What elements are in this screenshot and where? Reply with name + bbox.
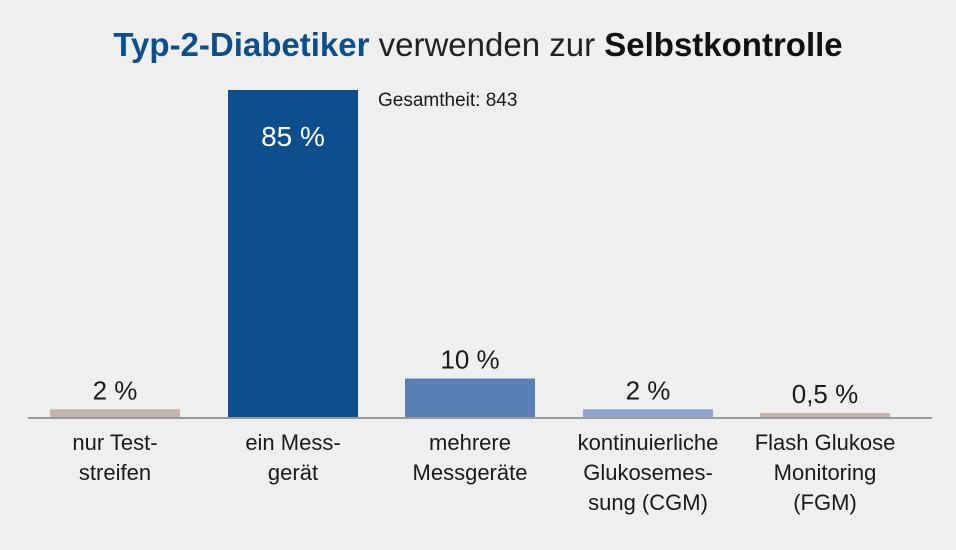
bar-1	[50, 409, 180, 417]
title-part-2: verwenden zur	[369, 26, 605, 63]
value-label-5: 0,5 %	[792, 379, 859, 409]
bar-4	[583, 409, 713, 417]
title-part-3: Selbstkontrolle	[604, 26, 843, 63]
category-label-2-line-1: ein Mess-	[245, 430, 340, 455]
category-label-5-line-3: (FGM)	[793, 490, 857, 515]
bar-5	[760, 413, 890, 417]
category-label-3-line-2: Messgeräte	[413, 460, 528, 485]
annotation-total: Gesamtheit: 843	[378, 90, 517, 111]
category-label-5-line-1: Flash Glukose	[755, 430, 896, 455]
bar-2	[228, 90, 358, 417]
title-part-1: Typ-2-Diabetiker	[113, 26, 370, 63]
category-label-5-line-2: Monitoring	[774, 460, 877, 485]
category-label-4-line-3: sung (CGM)	[588, 490, 708, 515]
value-label-4: 2 %	[626, 375, 671, 405]
category-label-2-line-2: gerät	[268, 460, 318, 485]
chart-title: Typ-2-Diabetiker verwenden zur Selbstkon…	[0, 26, 956, 64]
bar-3	[405, 378, 535, 417]
value-label-3: 10 %	[440, 345, 499, 375]
value-label-2: 85 %	[261, 121, 325, 152]
category-label-3-line-1: mehrere	[429, 430, 511, 455]
category-label-4-line-2: Glukosemes-	[583, 460, 713, 485]
category-label-4-line-1: kontinuierliche	[578, 430, 719, 455]
value-label-1: 2 %	[93, 375, 138, 405]
category-label-1-line-2: streifen	[79, 460, 151, 485]
category-label-1-line-1: nur Test-	[72, 430, 157, 455]
